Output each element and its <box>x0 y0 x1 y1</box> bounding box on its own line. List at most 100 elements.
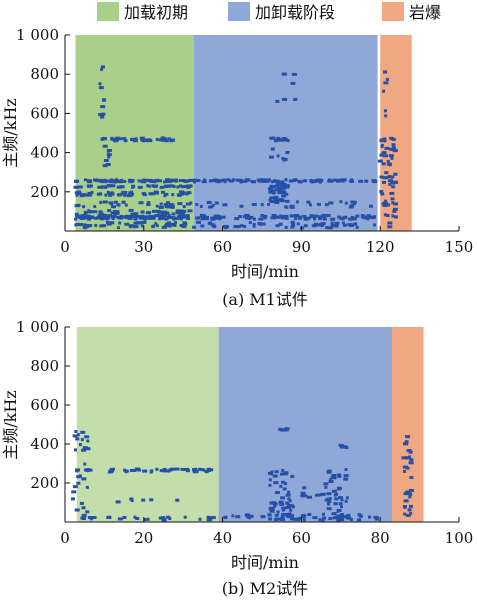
chart-b-point-196 <box>271 501 277 505</box>
chart-a-point-181 <box>121 200 126 204</box>
chart-b-point-92 <box>91 516 97 520</box>
chart-a-point-423 <box>142 139 146 143</box>
chart-b-point-104 <box>141 498 146 502</box>
chart-b-point-213 <box>278 427 284 431</box>
chart-a-point-147 <box>87 191 93 195</box>
chart-a-point-620 <box>195 203 199 207</box>
chart-a-point-289 <box>160 215 166 219</box>
chart-a-point-53 <box>119 180 123 184</box>
chart-a-point-122 <box>84 193 88 197</box>
chart-a-point-614 <box>342 215 347 219</box>
chart-a-point-805 <box>392 202 398 206</box>
chart-b-point-227 <box>328 497 332 501</box>
chart-a-point-358 <box>181 224 187 228</box>
chart-a-point-65 <box>130 179 135 183</box>
chart-a-point-162 <box>182 205 186 209</box>
chart-a-point-791 <box>383 176 389 180</box>
chart-a-point-661 <box>291 223 296 227</box>
chart-b-point-253 <box>333 476 337 480</box>
chart-a-point-635 <box>339 200 343 204</box>
chart-b-point-105 <box>130 499 134 503</box>
chart-a-point-473 <box>244 178 250 182</box>
chart-a-point-388 <box>101 224 107 228</box>
chart-a-point-234 <box>130 212 135 216</box>
chart-b-point-281 <box>405 490 411 494</box>
chart-a-point-813 <box>383 154 389 158</box>
chart-a-point-103 <box>104 185 108 189</box>
chart-b-point-62 <box>74 430 78 434</box>
chart-a-point-433 <box>102 144 108 148</box>
chart-a-point-792 <box>381 162 386 166</box>
chart-b-xtick-label-1: 20 <box>134 529 153 547</box>
chart-a-point-370 <box>128 224 134 228</box>
chart-a-point-312 <box>184 215 188 219</box>
chart-b-point-38 <box>123 468 127 472</box>
chart-a-point-430 <box>102 164 108 168</box>
chart-a-point-369 <box>140 224 144 228</box>
chart-a-point-206 <box>133 212 139 216</box>
chart-b-point-262 <box>300 494 305 498</box>
chart-a-point-598 <box>260 214 265 218</box>
chart-a-point-476 <box>208 179 212 183</box>
chart-a-point-821 <box>382 137 387 141</box>
chart-b-point-276 <box>408 450 413 454</box>
chart-b-caption: (b) M2试件 <box>222 579 308 598</box>
chart-a-point-297 <box>172 217 176 221</box>
chart-b-point-117 <box>336 518 341 522</box>
chart-a-point-191 <box>102 200 108 204</box>
chart-a-point-619 <box>350 200 356 204</box>
chart-a-point-131 <box>123 193 127 197</box>
chart-b-point-103 <box>129 497 134 501</box>
chart-a-point-600 <box>305 216 311 220</box>
chart-b-point-268 <box>409 511 413 515</box>
chart-b-point-217 <box>340 498 344 502</box>
chart-a-point-84 <box>110 184 116 188</box>
chart-a-point-678 <box>325 226 329 230</box>
chart-a-point-687 <box>319 223 324 227</box>
chart-a-point-631 <box>267 203 271 207</box>
chart-a-point-669 <box>212 225 217 229</box>
chart-b-point-135 <box>267 513 272 517</box>
chart-b-point-157 <box>322 516 327 520</box>
chart-a-phase-0 <box>75 35 194 231</box>
chart-a-point-137 <box>148 192 153 196</box>
chart-b-point-9 <box>142 469 148 473</box>
chart-b-point-239 <box>331 474 337 478</box>
chart-a-point-99 <box>180 185 185 189</box>
chart-a-point-723 <box>269 189 275 193</box>
chart-a-point-435 <box>103 158 109 162</box>
chart-a-point-47 <box>117 179 121 183</box>
chart-a-point-438 <box>100 67 104 71</box>
chart-a-point-407 <box>167 137 171 141</box>
chart-a-phase-2 <box>380 35 412 231</box>
chart-a-point-592 <box>205 215 209 219</box>
chart-b-point-108 <box>321 518 325 522</box>
chart-b-point-136 <box>295 517 301 521</box>
chart-b-point-148 <box>279 517 283 521</box>
chart-a-point-318 <box>134 215 139 219</box>
chart-a-point-177 <box>138 201 144 205</box>
chart-a-point-173 <box>110 202 114 206</box>
chart-a-point-104 <box>172 185 176 189</box>
chart-a-point-317 <box>185 216 190 220</box>
chart-b-point-72 <box>75 469 79 473</box>
chart-a-point-752 <box>286 139 290 143</box>
chart-b-point-254 <box>343 474 349 478</box>
chart-a-point-525 <box>216 179 222 183</box>
chart-a-point-381 <box>133 225 139 229</box>
chart-b-point-58 <box>76 475 82 479</box>
chart-b-point-124 <box>357 518 362 522</box>
chart-b-point-178 <box>285 512 291 516</box>
chart-a-point-811 <box>382 201 386 205</box>
chart-a-point-422 <box>130 138 135 142</box>
chart-a-point-440 <box>100 105 106 109</box>
chart-a-point-160 <box>165 201 170 205</box>
chart-b-point-53 <box>81 513 87 517</box>
chart-a-point-195 <box>187 209 193 213</box>
chart-b-point-68 <box>70 497 75 501</box>
chart-a-point-605 <box>339 216 345 220</box>
chart-a-point-365 <box>79 223 84 227</box>
chart-a-point-793 <box>392 207 398 211</box>
chart-a-point-616 <box>355 214 360 218</box>
chart-a-point-372 <box>94 223 98 227</box>
